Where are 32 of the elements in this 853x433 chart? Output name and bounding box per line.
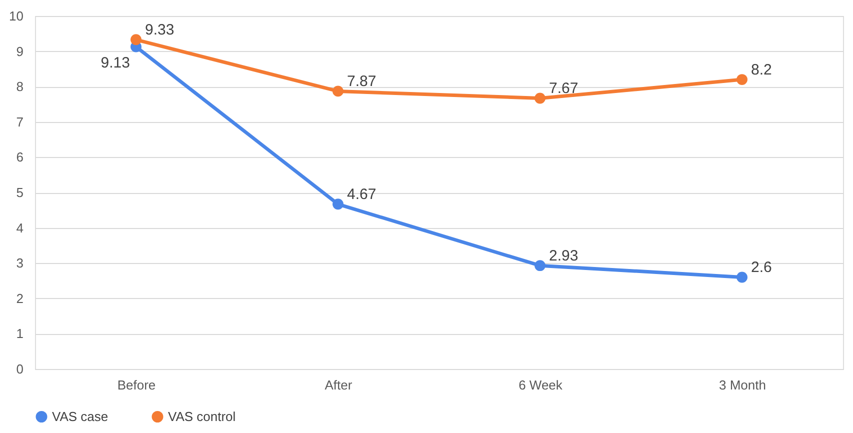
data-label: 4.67 (347, 186, 376, 204)
y-tick-label: 2 (16, 290, 24, 306)
data-label: 9.33 (145, 22, 174, 39)
x-tick-label: After (324, 378, 353, 392)
data-label: 7.87 (347, 73, 376, 90)
data-label: 8.2 (751, 62, 772, 79)
data-label: 9.13 (100, 54, 130, 72)
y-tick-label: 3 (16, 256, 24, 271)
y-tick-label: 0 (16, 362, 24, 376)
point (736, 272, 748, 283)
y-tick-label: 8 (16, 79, 24, 94)
y-tick-label: 7 (16, 114, 24, 130)
point (332, 86, 344, 97)
point (332, 198, 344, 210)
x-tick-label: 3 Month (719, 378, 766, 392)
y-tick-label: 6 (16, 150, 24, 165)
point (130, 34, 142, 46)
data-label: 2.6 (751, 259, 772, 276)
y-tick-label: 10 (9, 8, 24, 24)
y-tick-label: 4 (16, 220, 24, 236)
legend-label: VAS control (168, 408, 236, 424)
point (534, 260, 546, 272)
y-tick-label: 5 (16, 185, 24, 200)
x-tick-label: 6 Week (518, 378, 563, 392)
point (736, 74, 748, 86)
data-label: 7.67 (549, 80, 578, 98)
y-tick-label: 9 (16, 44, 24, 59)
legend-label: VAS case (52, 408, 108, 424)
x-tick-label: Before (117, 378, 156, 392)
point (534, 92, 546, 104)
y-tick-label: 1 (16, 326, 24, 342)
data-label: 2.93 (549, 248, 578, 265)
